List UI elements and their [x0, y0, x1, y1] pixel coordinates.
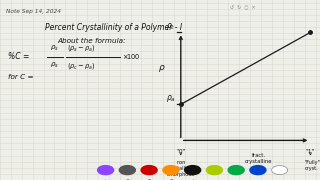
- Text: About the formula:: About the formula:: [58, 38, 126, 44]
- Text: ◯: ◯: [124, 179, 131, 180]
- Text: for C =: for C =: [8, 74, 34, 80]
- Text: Percent Crystallinity of a Polymer - I: Percent Crystallinity of a Polymer - I: [45, 23, 182, 32]
- Text: "1": "1": [306, 149, 315, 154]
- Text: $\rho_c$: $\rho_c$: [166, 21, 176, 31]
- Text: Note Sep 14, 2024: Note Sep 14, 2024: [6, 9, 61, 14]
- Text: %C =: %C =: [8, 52, 29, 61]
- Text: $\rho_s$: $\rho_s$: [50, 61, 59, 70]
- Text: $(\rho_s - \rho_a)$: $(\rho_s - \rho_a)$: [67, 43, 96, 53]
- Text: $\rho_a$: $\rho_a$: [166, 93, 176, 103]
- Text: ↺  ↻  ○  ✕: ↺ ↻ ○ ✕: [230, 5, 256, 10]
- Text: "0": "0": [176, 149, 186, 154]
- Circle shape: [119, 166, 135, 175]
- Text: "Fully"
cryst.: "Fully" cryst.: [304, 160, 320, 171]
- Text: fract.
crystalline: fract. crystalline: [245, 153, 272, 164]
- Text: $\rho$: $\rho$: [158, 63, 165, 74]
- Text: $\rho_s$: $\rho_s$: [50, 44, 59, 53]
- Text: $\times\!100$: $\times\!100$: [122, 52, 140, 61]
- Circle shape: [228, 166, 244, 175]
- Circle shape: [98, 166, 114, 175]
- Circle shape: [141, 166, 157, 175]
- Circle shape: [250, 166, 266, 175]
- Text: non
crystalline,
amorphous: non crystalline, amorphous: [167, 160, 195, 177]
- Text: $(\rho_c - \rho_a)$: $(\rho_c - \rho_a)$: [67, 61, 96, 71]
- Circle shape: [163, 166, 179, 175]
- Circle shape: [206, 166, 222, 175]
- Circle shape: [272, 166, 288, 175]
- Circle shape: [185, 166, 201, 175]
